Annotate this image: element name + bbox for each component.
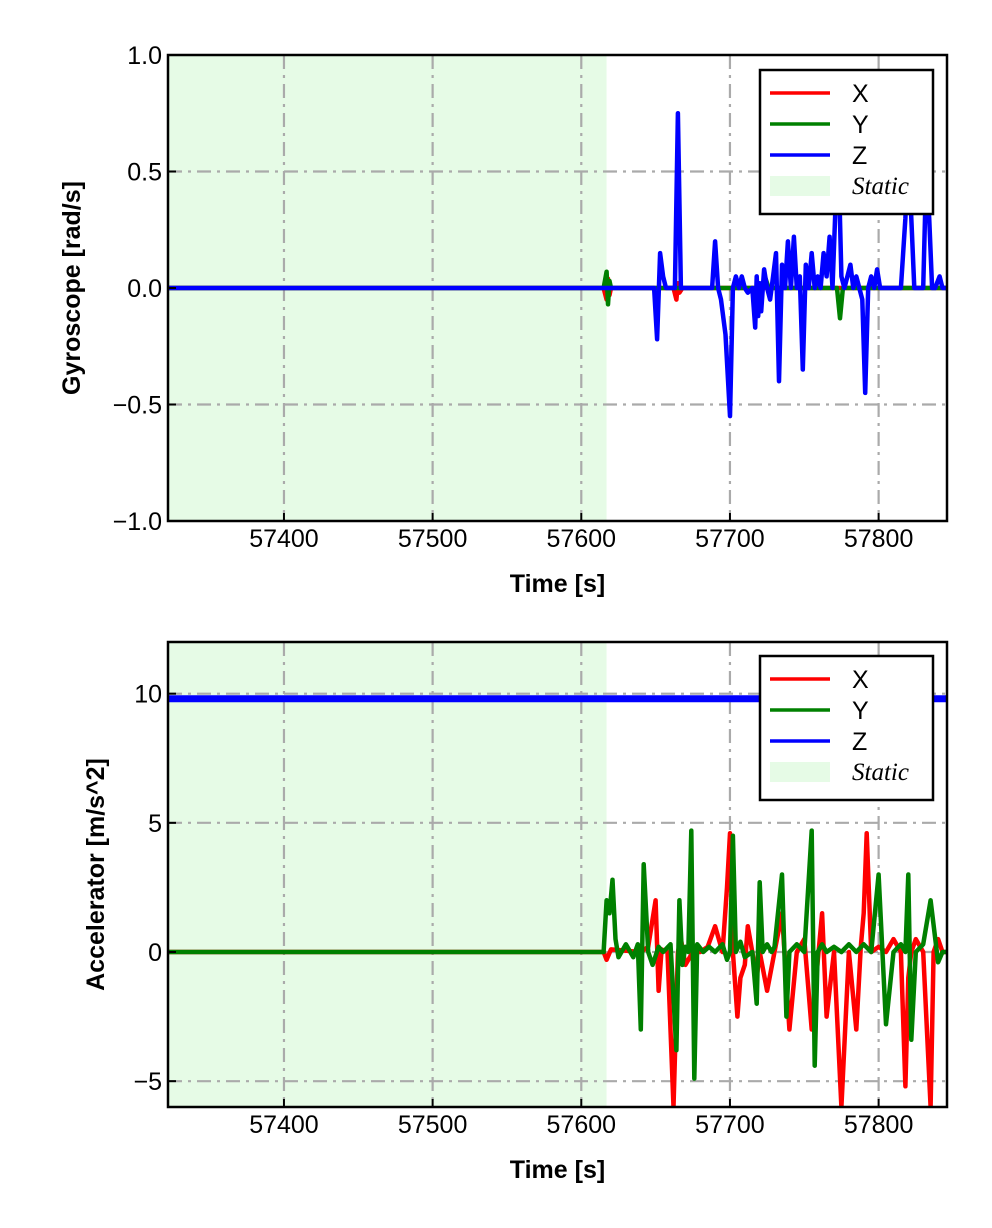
axes-frame [166,640,949,1109]
series-line-z [168,111,947,419]
chart-panel-2: 57400 57500 57600 57700 57800 −5 0 5 10 Time [s] A… [82,640,949,1184]
y-tick-label: 10 [134,681,162,709]
legend-label-x: X [852,666,869,694]
y-tick-label: 0 [148,939,162,967]
x-tick-label: 57700 [695,1111,765,1139]
x-axis-label: Time [s] [510,1156,605,1184]
x-tick-label: 57600 [547,525,617,553]
chart-panel-1: 57400 57500 57600 57700 57800 −1.0 −0.5 0.0 0.5 1… [58,42,949,598]
y-tick-label: 0.5 [127,159,162,187]
series-group [168,111,947,419]
y-tick-label: 5 [148,810,162,838]
x-tick-label: 57400 [249,1111,319,1139]
series-line-x [168,830,947,1107]
x-tick-label: 57800 [844,1111,914,1139]
y-tick-label: −1.0 [113,508,162,536]
x-tick-label: 57800 [844,525,914,553]
y-tick-label: 1.0 [127,42,162,70]
legend-label-y: Y [852,111,869,139]
legend: XYZ Static [758,654,935,802]
static-region [168,642,607,1107]
y-axis-label: Accelerator [m/s^2] [82,758,110,991]
legend-label-static: Static [852,173,909,200]
legend: XYZ Static [758,68,935,216]
x-axis-label: Time [s] [510,570,605,598]
legend-label-z: Z [852,728,867,756]
legend-swatch-static [770,762,830,782]
legend-label-z: Z [852,142,867,170]
x-tick-label: 57400 [249,525,319,553]
y-tick-label: −5 [133,1068,162,1096]
x-tick-label: 57600 [547,1111,617,1139]
y-axis-label: Gyroscope [rad/s] [58,181,86,395]
x-tick-label: 57500 [398,1111,468,1139]
legend-label-x: X [852,80,869,108]
legend-swatch-static [770,176,830,196]
x-tick-label: 57700 [695,525,765,553]
x-tick-label: 57500 [398,525,468,553]
y-tick-label: −0.5 [113,392,162,420]
series-line-y [168,828,947,1081]
y-tick-label: 0.0 [127,275,162,303]
legend-label-y: Y [852,697,869,725]
legend-label-static: Static [852,759,909,786]
